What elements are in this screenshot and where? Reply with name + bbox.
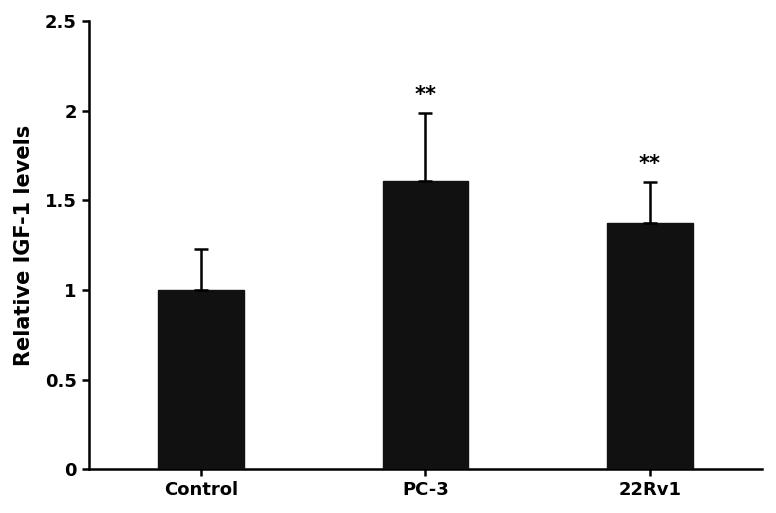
Bar [383, 181, 468, 469]
Bar [158, 290, 244, 469]
Text: **: ** [414, 85, 436, 105]
Y-axis label: Relative IGF-1 levels: Relative IGF-1 levels [14, 125, 34, 366]
Text: **: ** [639, 154, 661, 174]
Bar [608, 223, 692, 469]
